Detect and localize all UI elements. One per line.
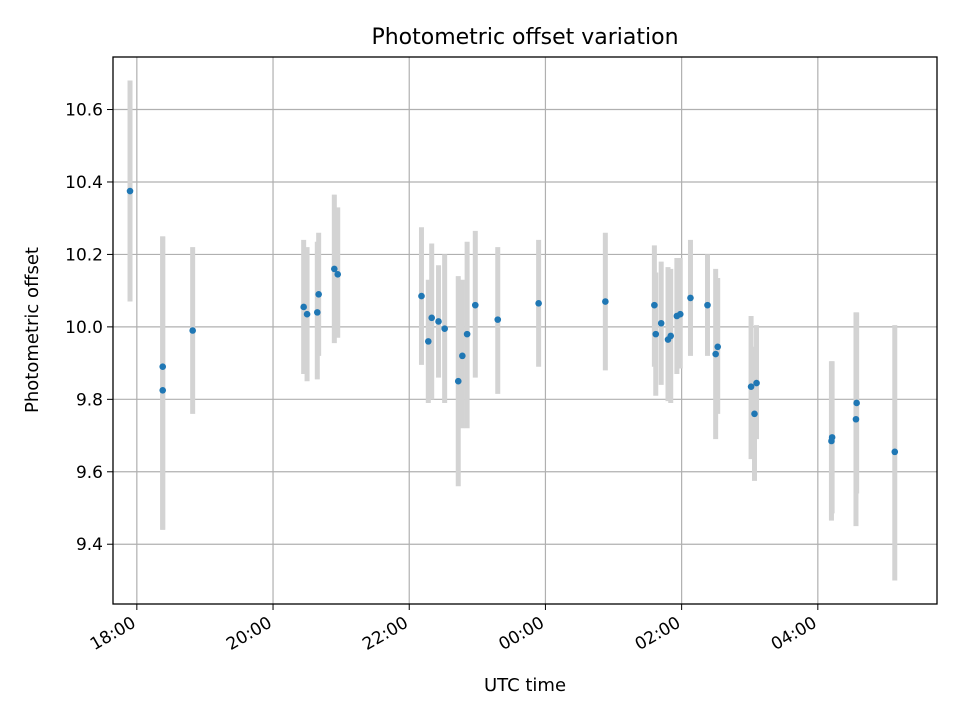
data-point	[300, 303, 307, 311]
y-tick-label: 10.4	[65, 173, 103, 193]
data-point	[535, 300, 542, 307]
data-point	[159, 363, 167, 371]
data-point	[441, 325, 448, 332]
data-point	[471, 301, 479, 309]
data-point	[334, 271, 342, 278]
y-tick-label: 10.6	[65, 101, 103, 121]
data-point	[657, 319, 665, 327]
y-tick-label: 10.2	[65, 245, 103, 265]
data-point	[313, 309, 321, 316]
data-point	[891, 448, 899, 456]
y-tick-label: 9.4	[76, 535, 103, 555]
data-point	[428, 314, 436, 322]
y-tick-label: 10.0	[65, 318, 103, 338]
grid	[113, 57, 937, 604]
data-point	[651, 301, 658, 309]
data-point	[494, 316, 502, 323]
data-point	[667, 332, 675, 340]
data-point	[418, 292, 425, 300]
y-tick-label: 9.6	[76, 463, 103, 483]
data-point	[828, 434, 836, 441]
data-point	[602, 298, 609, 305]
y-axis-label: Photometric offset	[22, 247, 43, 413]
data-point	[747, 383, 755, 390]
data-point	[853, 399, 860, 407]
data-point	[676, 310, 684, 318]
data-point	[751, 410, 758, 418]
chart-title: Photometric offset variation	[371, 25, 678, 50]
data-point	[189, 327, 196, 334]
data-point	[687, 294, 694, 302]
data-point	[303, 310, 311, 318]
data-point	[704, 301, 711, 309]
y-tick-label: 9.8	[76, 390, 103, 410]
data-point	[331, 265, 338, 273]
data-points	[126, 187, 899, 456]
plot-frame	[112, 56, 938, 605]
data-point	[424, 338, 432, 345]
data-point	[159, 386, 167, 394]
x-axis-label: UTC time	[484, 675, 566, 696]
data-point	[435, 318, 442, 325]
data-point	[712, 350, 719, 358]
data-point	[852, 415, 860, 423]
data-point	[459, 352, 466, 360]
data-point	[126, 187, 134, 195]
data-point	[463, 330, 471, 338]
data-point	[753, 379, 760, 387]
data-point	[315, 290, 322, 298]
data-point	[454, 377, 462, 385]
data-point	[714, 343, 722, 351]
y-axis-ticks: 9.4 9.6 9.8 10.0 10.2 10.4 10.6	[65, 101, 113, 555]
data-point	[652, 330, 660, 338]
